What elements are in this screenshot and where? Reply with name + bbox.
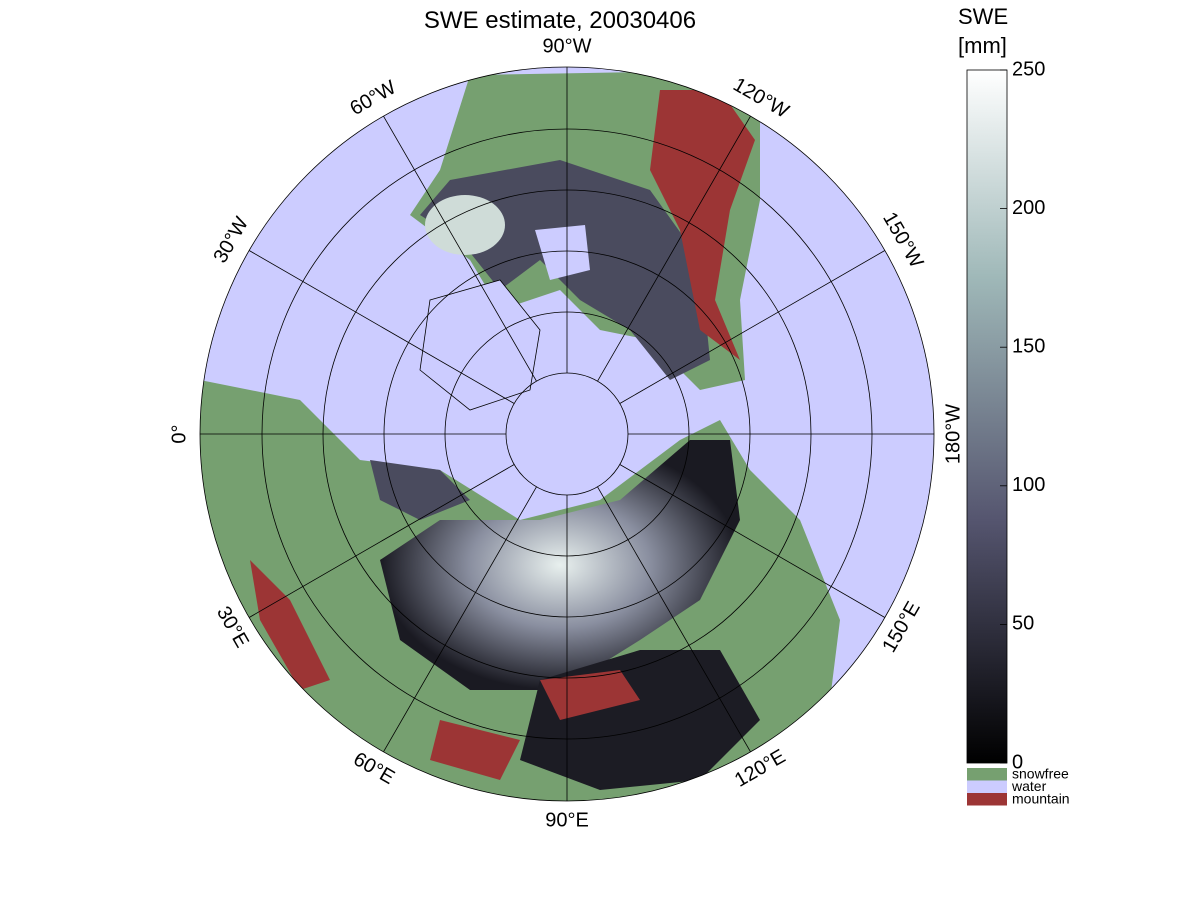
longitude-label: 180°W <box>942 404 964 464</box>
colorbar-tick-label: 250 <box>1012 58 1045 80</box>
legend-swatch <box>967 780 1007 793</box>
meridian <box>619 250 886 404</box>
meridian <box>597 115 751 382</box>
snow-cover <box>380 440 740 690</box>
longitude-label: 0° <box>168 424 190 443</box>
colorbar <box>966 69 1008 764</box>
legend-swatch <box>967 793 1007 806</box>
colorbar-ticks: 0 50 100 150 200 250 <box>1000 58 1045 773</box>
snow-cover <box>425 195 505 255</box>
colorbar-tick-label: 0 <box>1012 751 1023 773</box>
meridian <box>597 486 751 753</box>
title: SWE estimate, 20030406 <box>424 7 696 34</box>
colorbar-label: [mm] <box>958 33 1007 58</box>
colorbar-label: SWE <box>958 4 1008 29</box>
water-body <box>535 225 590 280</box>
meridian <box>248 464 515 618</box>
legend-label: snowfree <box>1012 766 1069 782</box>
meridian <box>383 486 537 753</box>
graticule <box>199 66 935 802</box>
colorbar-tick-label: 200 <box>1012 197 1045 219</box>
legend-label: water <box>1011 778 1047 794</box>
meridian <box>383 115 537 382</box>
colorbar-tick-label: 50 <box>1012 613 1034 635</box>
longitude-label: 90°E <box>545 809 589 831</box>
longitude-label: 90°W <box>542 35 591 57</box>
map <box>200 67 934 801</box>
meridian <box>248 250 515 404</box>
greenland-outline <box>419 279 541 411</box>
legend-label: mountain <box>1012 791 1070 807</box>
snow-cover <box>370 460 470 520</box>
meridian <box>619 464 886 618</box>
legend-swatch <box>967 768 1007 781</box>
mountain-area <box>650 90 755 360</box>
colorbar-tick-label: 100 <box>1012 474 1045 496</box>
mountain-area <box>250 560 640 780</box>
colorbar-tick-label: 150 <box>1012 335 1045 357</box>
